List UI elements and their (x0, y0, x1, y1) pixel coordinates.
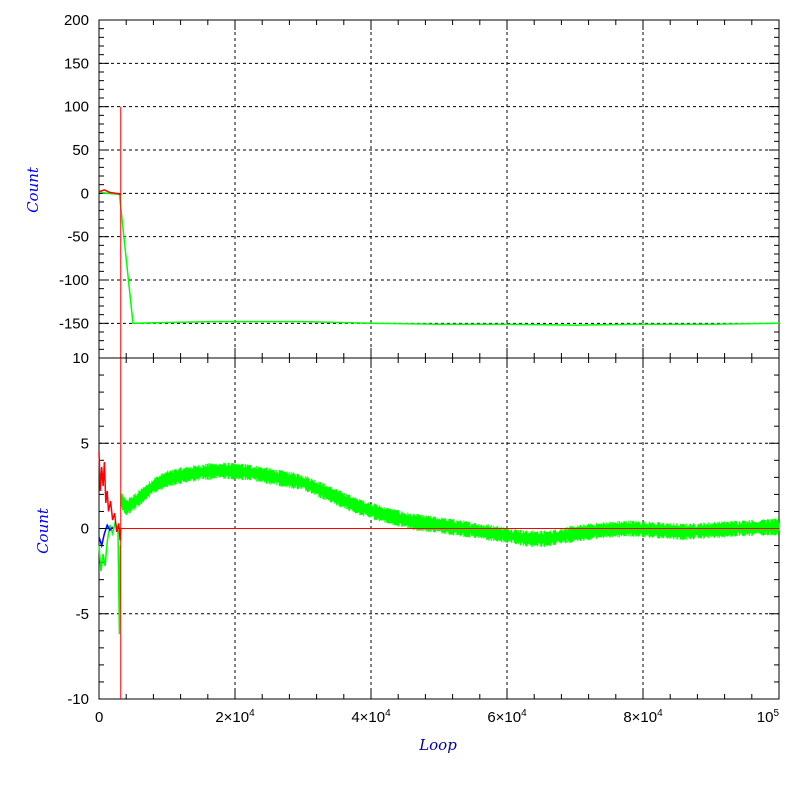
series-line (98, 190, 780, 326)
top-y-axis-label: Count (24, 166, 42, 213)
y-tick-label: -150 (59, 315, 89, 332)
x-tick-exponent: 4 (249, 708, 255, 719)
series-line (98, 521, 121, 635)
series-line (98, 451, 122, 541)
x-tick-exponent: 4 (657, 708, 663, 719)
y-tick-label: 100 (64, 99, 89, 116)
y-tick-label: -5 (76, 606, 89, 623)
y-tick-label: -50 (67, 229, 89, 246)
y-tick-label: -10 (67, 691, 89, 708)
y-tick-label: 0 (81, 185, 89, 202)
series-line (98, 523, 114, 549)
x-tick-label: 2×104 (215, 708, 255, 726)
series-line (98, 189, 121, 195)
x-tick-label: 0 (95, 709, 103, 726)
bottom-y-axis-label: Count (34, 507, 52, 554)
x-tick-label: 6×104 (487, 708, 527, 726)
y-tick-label: 0 (81, 521, 89, 538)
x-tick-exponent: 4 (385, 708, 391, 719)
x-tick-label: 8×104 (623, 708, 663, 726)
y-tick-label: 10 (72, 350, 89, 367)
y-tick-label: 5 (81, 435, 89, 452)
x-tick-exponent: 5 (773, 708, 779, 719)
y-tick-label: 50 (72, 142, 89, 159)
x-tick-exponent: 4 (521, 708, 527, 719)
x-tick-label: 105 (757, 708, 780, 726)
plot-frame (98, 19, 780, 359)
y-tick-label: -100 (59, 272, 89, 289)
y-tick-label: 150 (64, 55, 89, 72)
series-band (120, 462, 780, 547)
y-tick-label: 200 (64, 12, 89, 29)
x-tick-label: 4×104 (351, 708, 391, 726)
x-axis-label: Loop (418, 736, 457, 754)
top-panel: 200 150 100 50 0 -50 -100 -150 (59, 12, 780, 359)
